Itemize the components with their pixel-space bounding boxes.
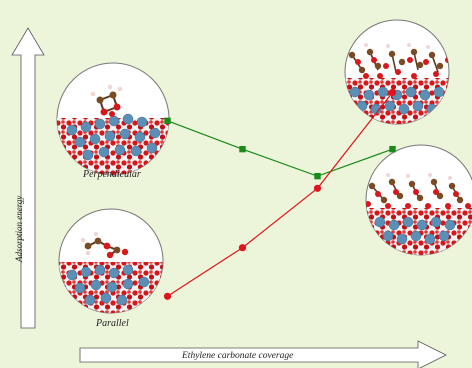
perpendicular-point-4 <box>389 145 396 153</box>
inset-high-coverage-top <box>344 19 450 125</box>
perpendicular-point-1 <box>164 117 171 124</box>
parallel-series-line <box>167 92 393 297</box>
series-layer <box>163 88 397 300</box>
parallel-label: Parallel <box>96 318 129 329</box>
inset-parallel <box>58 208 164 314</box>
parallel-point-1 <box>163 292 172 300</box>
y-axis-label: Adsorption energy <box>14 195 24 262</box>
perpendicular-point-2 <box>239 145 246 153</box>
parallel-point-3 <box>313 184 322 192</box>
x-axis-label: Ethylene carbonate coverage <box>182 351 294 361</box>
parallel-point-4 <box>388 88 397 97</box>
inset-perpendicular <box>56 62 170 176</box>
inset-high-coverage-right <box>365 144 472 256</box>
parallel-point-2 <box>238 244 247 252</box>
perpendicular-point-3 <box>314 172 321 180</box>
perpendicular-series-line <box>167 120 393 177</box>
y-axis-arrow <box>11 27 45 329</box>
perpendicular-label: Perpendicular <box>83 169 141 180</box>
x-axis-arrow <box>79 340 447 368</box>
